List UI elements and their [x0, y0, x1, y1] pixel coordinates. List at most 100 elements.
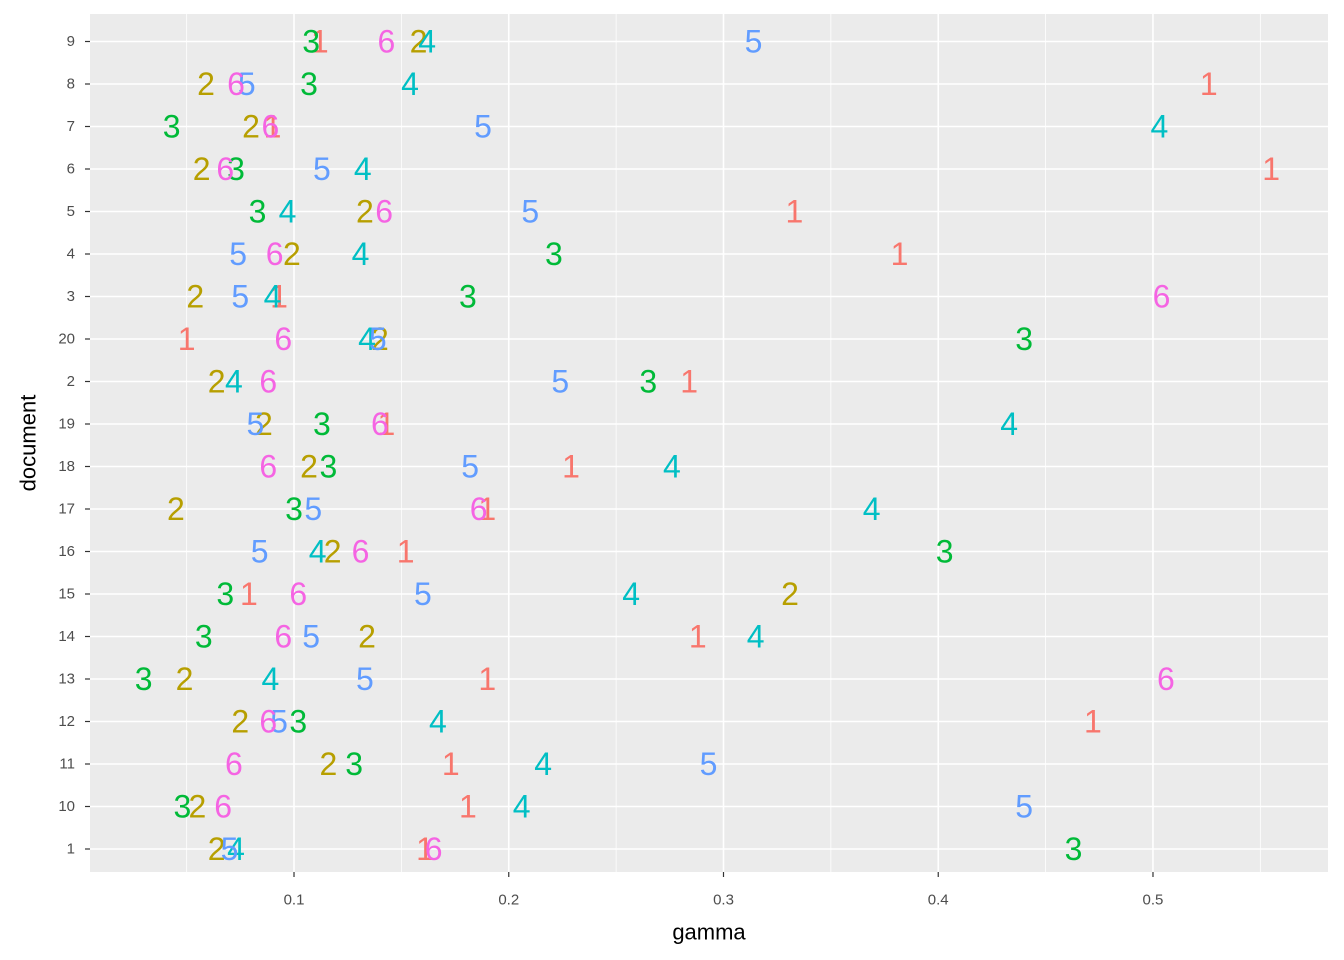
point-label: 6 [289, 576, 307, 612]
point-label: 3 [639, 364, 657, 400]
point-label: 3 [195, 619, 213, 655]
point-label: 1 [1262, 151, 1280, 187]
point-label: 6 [227, 66, 245, 102]
point-label: 2 [371, 321, 389, 357]
point-label: 6 [377, 24, 395, 60]
point-label: 4 [401, 66, 419, 102]
y-tick-label: 14 [58, 628, 75, 645]
point-label: 4 [747, 619, 765, 655]
plot-panel [90, 14, 1328, 872]
point-label: 2 [358, 619, 376, 655]
point-label: 2 [193, 151, 211, 187]
point-label: 4 [264, 279, 282, 315]
point-label: 2 [300, 449, 318, 485]
marks: 1111111111111111111122222222222222222222… [135, 24, 1280, 868]
point-label: 6 [425, 831, 443, 867]
point-label: 3 [135, 661, 153, 697]
y-tick-label: 16 [58, 543, 75, 560]
point-label: 1 [416, 831, 434, 867]
point-label: 5 [238, 66, 256, 102]
point-label: 3 [249, 194, 267, 230]
point-label: 3 [345, 746, 363, 782]
point-label: 1 [459, 789, 477, 825]
point-label: 4 [352, 236, 370, 272]
point-label: 3 [163, 109, 181, 145]
point-label: 6 [259, 704, 277, 740]
point-label: 6 [266, 236, 284, 272]
y-tick-label: 7 [67, 118, 75, 135]
point-label: 1 [264, 109, 282, 145]
point-label: 6 [1157, 661, 1175, 697]
point-label: 6 [274, 321, 292, 357]
point-label: 4 [1000, 406, 1018, 442]
y-tick-label: 17 [58, 501, 75, 518]
y-tick-label: 15 [58, 586, 75, 603]
point-label: 6 [1153, 279, 1171, 315]
point-label: 3 [285, 491, 303, 527]
point-label: 5 [229, 236, 247, 272]
y-tick-label: 5 [67, 203, 75, 220]
point-label: 1 [270, 279, 288, 315]
point-label: 3 [1065, 831, 1083, 867]
y-tick-label: 8 [67, 76, 75, 93]
x-tick-label: 0.5 [1143, 892, 1164, 909]
y-tick-label: 13 [58, 671, 75, 688]
point-label: 3 [936, 534, 954, 570]
x-tick-label: 0.2 [498, 892, 519, 909]
point-label: 3 [319, 449, 337, 485]
y-axis-title: document [16, 395, 41, 492]
point-label: 2 [167, 491, 185, 527]
point-label: 1 [562, 449, 580, 485]
y-tick-label: 12 [58, 713, 75, 730]
point-label: 1 [478, 491, 496, 527]
point-label: 2 [231, 704, 249, 740]
point-label: 5 [551, 364, 569, 400]
point-label: 2 [781, 576, 799, 612]
point-label: 3 [216, 576, 234, 612]
point-label: 5 [700, 746, 718, 782]
y-tick-label: 20 [58, 331, 75, 348]
point-label: 4 [261, 661, 279, 697]
point-label: 2 [186, 279, 204, 315]
point-label: 5 [313, 151, 331, 187]
point-label: 5 [270, 704, 288, 740]
point-label: 1 [377, 406, 395, 442]
point-label: 6 [375, 194, 393, 230]
x-tick-label: 0.4 [928, 892, 949, 909]
point-label: 1 [397, 534, 415, 570]
point-label: 5 [474, 109, 492, 145]
point-label: 4 [227, 831, 245, 867]
point-label: 4 [358, 321, 376, 357]
point-label: 5 [521, 194, 539, 230]
point-label: 4 [863, 491, 881, 527]
point-label: 4 [309, 534, 327, 570]
point-label: 4 [534, 746, 552, 782]
point-label: 2 [242, 109, 260, 145]
grid [90, 14, 1328, 872]
point-label: 5 [414, 576, 432, 612]
y-tick-label: 18 [58, 458, 75, 475]
point-label: 3 [302, 24, 320, 60]
y-tick-label: 11 [59, 756, 75, 773]
y-tick-label: 6 [67, 161, 75, 178]
point-label: 1 [478, 661, 496, 697]
point-label: 2 [356, 194, 374, 230]
y-tick-label: 10 [58, 798, 75, 815]
point-label: 1 [891, 236, 909, 272]
point-label: 6 [352, 534, 370, 570]
y-tick-label: 4 [67, 246, 75, 263]
point-label: 5 [251, 534, 269, 570]
point-label: 2 [283, 236, 301, 272]
point-label: 2 [324, 534, 342, 570]
point-label: 2 [319, 746, 337, 782]
point-label: 1 [680, 364, 698, 400]
point-label: 5 [356, 661, 374, 697]
point-label: 2 [176, 661, 194, 697]
point-label: 4 [513, 789, 531, 825]
point-label: 2 [197, 66, 215, 102]
point-label: 3 [313, 406, 331, 442]
x-tick-label: 0.1 [284, 892, 305, 909]
point-label: 4 [225, 364, 243, 400]
y-tick-label: 2 [67, 373, 75, 390]
